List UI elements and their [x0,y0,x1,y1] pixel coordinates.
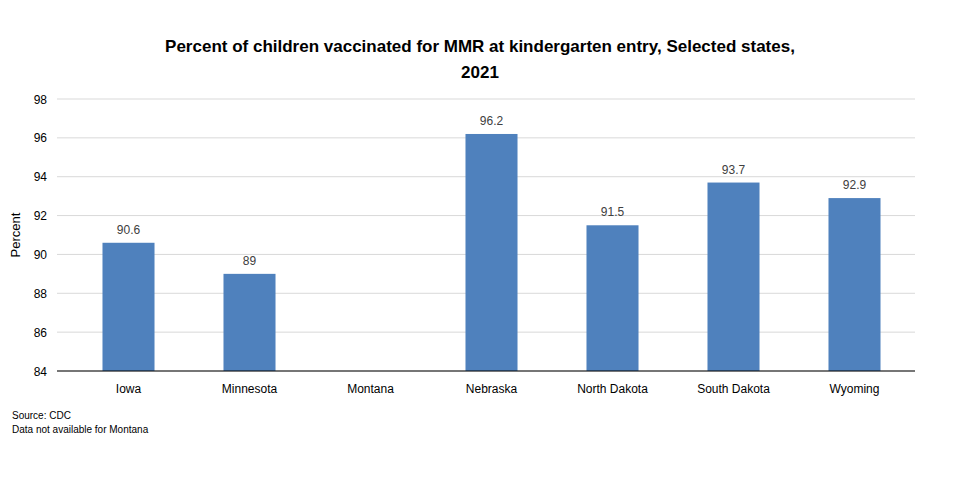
y-tick-label: 92 [34,209,48,223]
grid-line [57,371,915,372]
x-tick-label: Iowa [116,382,142,396]
x-tick-label: North Dakota [577,382,648,396]
x-tick-label: Wyoming [830,382,880,396]
bar [586,225,638,371]
data-label: 89 [243,254,257,268]
y-tick-label: 94 [34,170,48,184]
title-line: Percent of children vaccinated for MMR a… [165,37,795,56]
y-tick-label: 98 [34,93,48,107]
data-label: 92.9 [843,178,867,192]
x-tick-label: South Dakota [697,382,770,396]
x-axis-line [57,371,915,372]
data-label: 90.6 [117,223,141,237]
y-tick-label: 86 [34,326,48,340]
x-tick-label: Minnesota [222,382,278,396]
bars [102,134,880,371]
x-tick-label: Montana [347,382,394,396]
chart-svg: Percent of children vaccinated for MMR a… [0,0,959,486]
bar [465,134,517,371]
y-tick-label: 84 [34,365,48,379]
title-line: 2021 [461,63,499,82]
chart-title: Percent of children vaccinated for MMR a… [165,37,795,82]
y-tick-label: 96 [34,131,48,145]
y-tick-label: 90 [34,248,48,262]
y-tick-label: 88 [34,287,48,301]
chart-root: Percent of children vaccinated for MMR a… [0,0,959,486]
source: Source: CDC [12,410,71,421]
data-label: 91.5 [601,205,625,219]
x-tick-label: Nebraska [466,382,518,396]
data-label: 93.7 [722,163,746,177]
y-axis-label: Percent [8,212,23,257]
bar [828,198,880,371]
bar [102,243,154,371]
note: Data not available for Montana [12,424,149,435]
bar [223,274,275,371]
bar [707,183,759,371]
grid-line [57,99,915,100]
data-label: 96.2 [480,114,504,128]
